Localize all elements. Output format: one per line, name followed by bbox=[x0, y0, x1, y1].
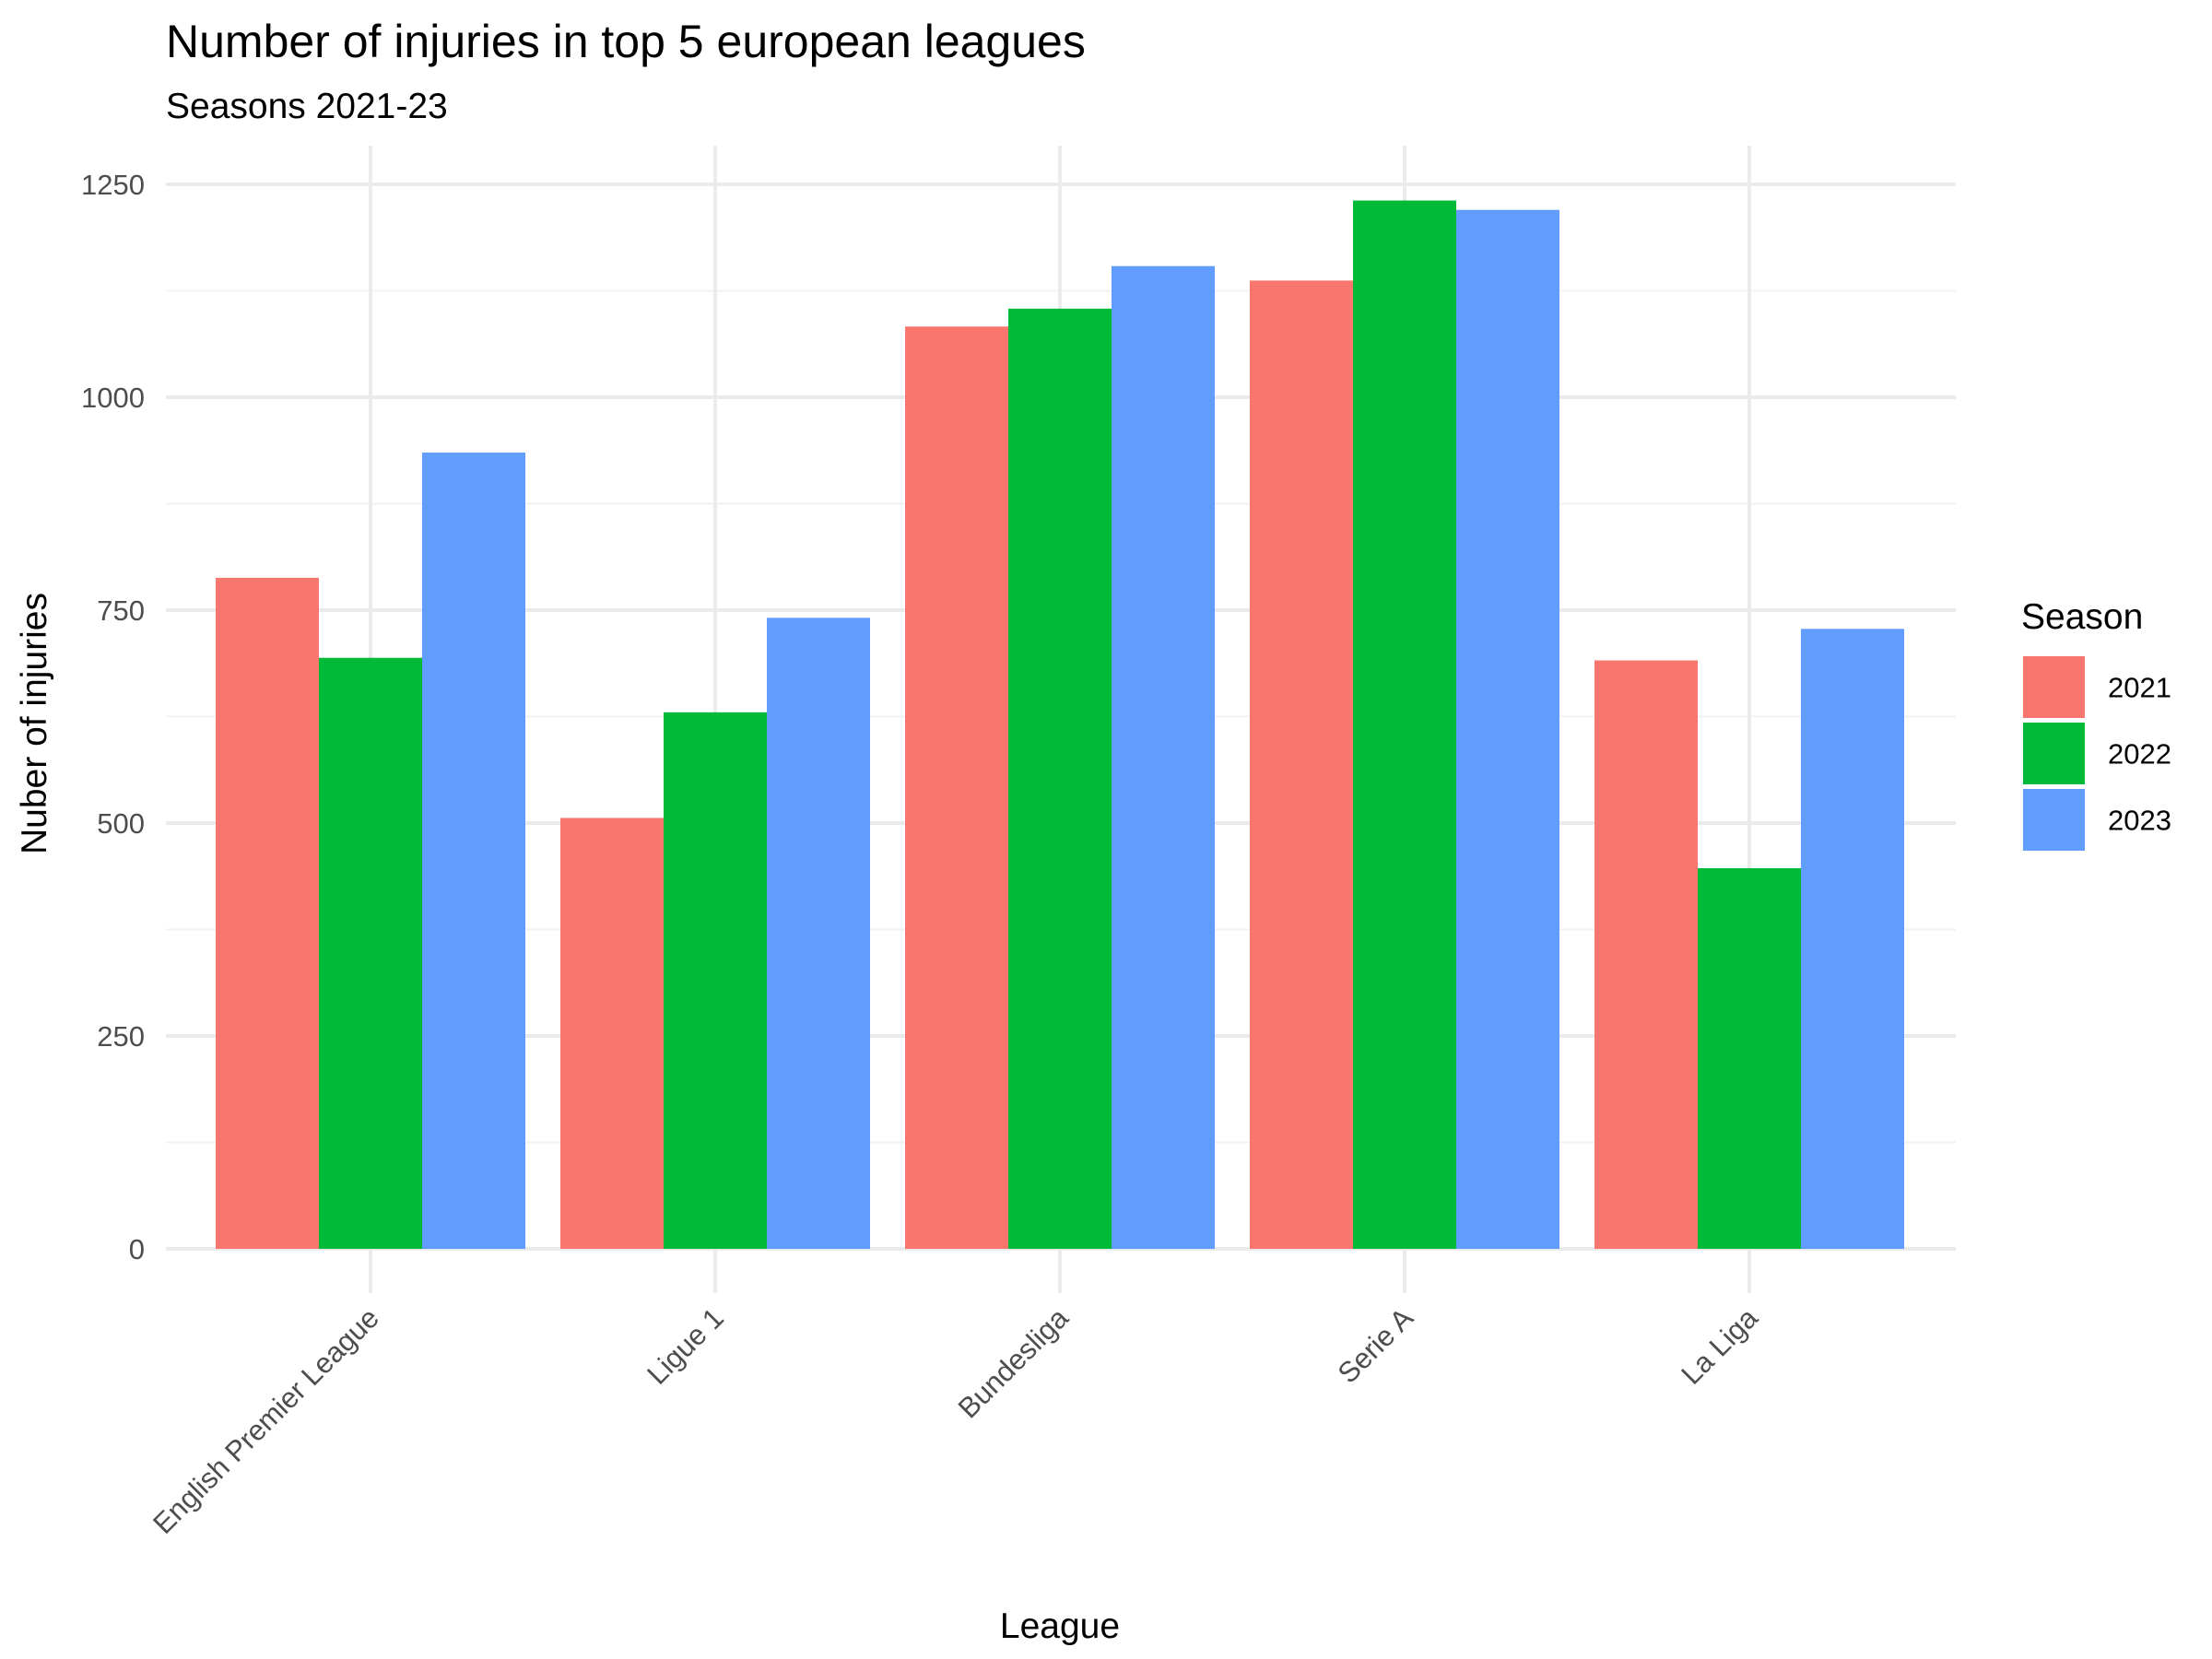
bar bbox=[1594, 660, 1698, 1249]
x-tick-label: Bundesliga bbox=[952, 1301, 1076, 1425]
y-axis-title: Nuber of injuries bbox=[15, 593, 54, 854]
y-tick-label: 500 bbox=[97, 807, 145, 840]
bar bbox=[1801, 629, 1904, 1249]
legend-key bbox=[2023, 656, 2085, 718]
y-tick-label: 1000 bbox=[81, 382, 145, 414]
legend-label: 2022 bbox=[2108, 738, 2171, 771]
bar bbox=[216, 577, 319, 1249]
bar bbox=[319, 657, 422, 1249]
legend-key bbox=[2023, 789, 2085, 851]
legend-label: 2021 bbox=[2108, 672, 2171, 704]
x-tick-label: English Premier League bbox=[147, 1301, 385, 1540]
y-axis-ticks: 0 250 500 750 1000 1250 bbox=[81, 169, 145, 1265]
bar bbox=[422, 453, 525, 1249]
x-tick-label: Ligue 1 bbox=[641, 1301, 730, 1391]
legend-key bbox=[2023, 723, 2085, 784]
bar bbox=[1353, 200, 1456, 1249]
y-tick-label: 750 bbox=[97, 594, 145, 627]
bar bbox=[664, 712, 767, 1249]
bar bbox=[1250, 280, 1353, 1249]
bar bbox=[767, 618, 870, 1249]
bar bbox=[905, 326, 1008, 1250]
x-tick-label: Serie A bbox=[1332, 1301, 1420, 1390]
chart-title: Number of injuries in top 5 european lea… bbox=[166, 16, 1086, 67]
y-tick-label: 1250 bbox=[81, 169, 145, 201]
bar bbox=[1698, 867, 1801, 1249]
y-tick-label: 0 bbox=[129, 1233, 145, 1265]
chart-subtitle: Seasons 2021-23 bbox=[166, 87, 448, 126]
x-axis-ticks: English Premier League Ligue 1 Bundesliga S… bbox=[147, 1301, 1764, 1540]
bars bbox=[216, 200, 1904, 1250]
bar bbox=[1456, 209, 1559, 1250]
y-tick-label: 250 bbox=[97, 1020, 145, 1053]
bar bbox=[1112, 265, 1215, 1250]
x-axis-title: League bbox=[1000, 1606, 1120, 1646]
legend-title: Season bbox=[2021, 597, 2143, 637]
legend: Season 2021 2022 2023 bbox=[2021, 597, 2171, 851]
x-tick-label: La Liga bbox=[1675, 1301, 1764, 1391]
legend-label: 2023 bbox=[2108, 805, 2171, 837]
bar bbox=[560, 818, 664, 1249]
bar bbox=[1008, 308, 1112, 1249]
